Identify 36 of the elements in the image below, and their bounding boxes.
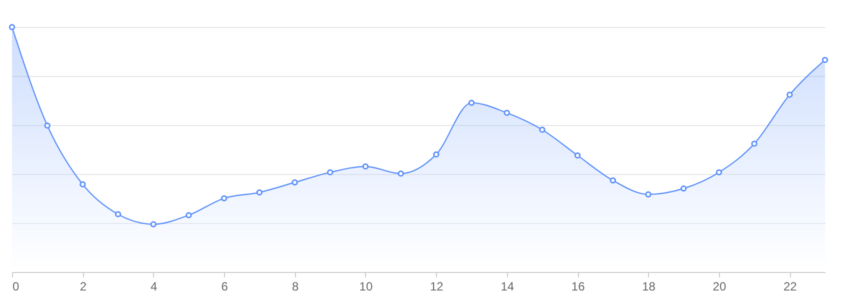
point [610,177,616,184]
point [220,195,228,202]
x-tick-label: 10 [359,280,373,294]
x-tick-label: 22 [783,280,798,294]
point [504,110,510,116]
point [468,100,475,106]
point [398,170,404,177]
point [44,122,50,129]
point [751,140,758,147]
point [786,92,793,98]
x-tick-label: 20 [712,280,726,294]
point [327,169,334,176]
point [574,152,581,159]
point [292,179,298,186]
x-tick-label: 2 [80,280,87,294]
point [645,191,652,198]
point [114,211,122,218]
x-tick-label: 8 [292,280,299,294]
point [716,169,722,176]
x-tick-label: 4 [150,280,158,294]
point [433,151,440,158]
point [539,126,546,133]
point [362,163,369,170]
x-tick-label: 14 [500,280,514,294]
x-tick-label: 18 [642,280,656,294]
x-tick-label: 0 [12,280,20,294]
point [150,221,156,228]
point [8,24,16,30]
point [256,189,263,196]
x-tick-label: 12 [430,280,444,294]
point [186,212,192,218]
x-tick-label: 6 [221,280,228,294]
point [822,56,828,64]
point [80,181,86,188]
point [680,185,687,192]
x-tick-label: 16 [571,280,586,294]
